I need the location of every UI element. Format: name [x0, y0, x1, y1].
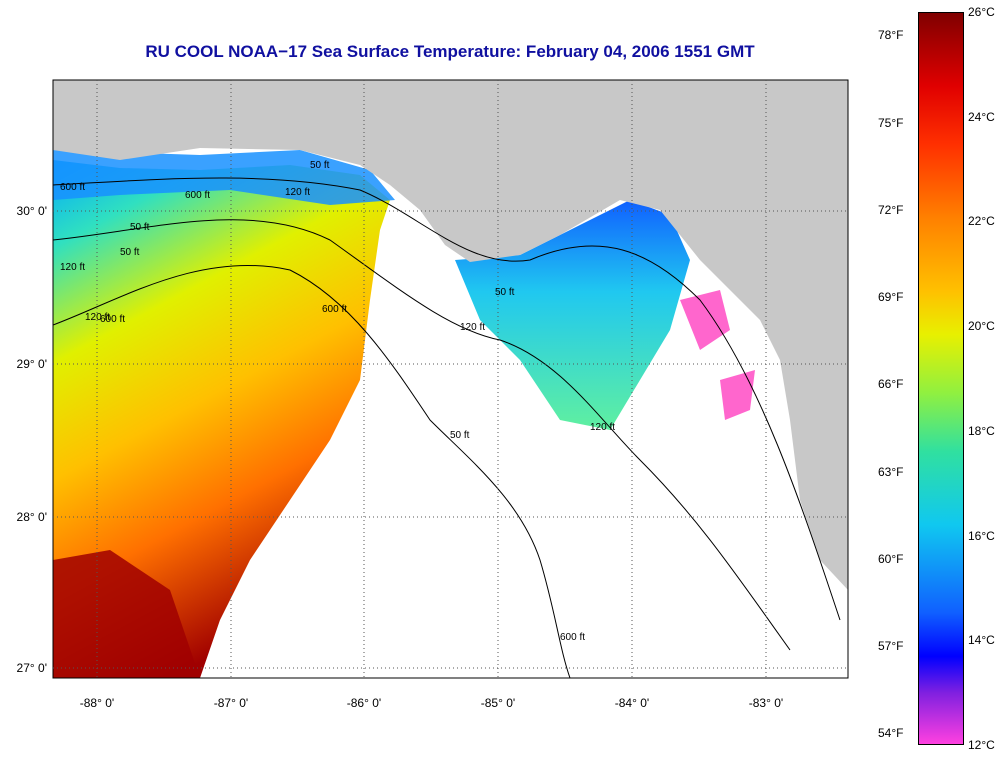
latitude-label: 30° 0': [17, 204, 47, 218]
contour-120ft: [53, 219, 791, 651]
latitude-label: 29° 0': [17, 357, 47, 371]
contour-label: 600 ft: [322, 304, 347, 315]
celsius-label: 22°C: [968, 214, 995, 229]
cold-patch: [720, 370, 755, 420]
contour-label: 120 ft: [590, 422, 615, 433]
contour-label: 50 ft: [450, 430, 470, 441]
fahrenheit-label: 60°F: [878, 551, 904, 566]
celsius-label: 20°C: [968, 319, 995, 334]
celsius-label: 26°C: [968, 5, 995, 19]
fahrenheit-label: 69°F: [878, 290, 904, 305]
contour-label: 120 ft: [85, 312, 110, 323]
fahrenheit-label: 54°F: [878, 726, 904, 741]
celsius-label: 12°C: [968, 738, 995, 752]
longitude-label: -87° 0': [214, 696, 248, 710]
fahrenheit-label: 78°F: [878, 28, 904, 43]
fahrenheit-label: 63°F: [878, 464, 904, 479]
celsius-label: 18°C: [968, 423, 995, 438]
contour-label: 50 ft: [130, 222, 150, 233]
longitude-label: -85° 0': [481, 696, 515, 710]
map-frame: [52, 79, 849, 679]
fahrenheit-label: 72°F: [878, 202, 904, 217]
celsius-label: 14°C: [968, 633, 995, 648]
sea-warm-core: [53, 550, 200, 678]
longitude-label: -88° 0': [80, 696, 114, 710]
contour-label: 600 ft: [100, 314, 125, 325]
contour-label: 50 ft: [120, 247, 140, 258]
contour-label: 120 ft: [60, 262, 85, 273]
longitude-label: -84° 0': [615, 696, 649, 710]
contour-label: 120 ft: [460, 322, 485, 333]
fahrenheit-label: 75°F: [878, 115, 904, 130]
cold-patch: [680, 290, 730, 350]
longitude-label: -86° 0': [347, 696, 381, 710]
contour-label: 600 ft: [560, 632, 585, 643]
contour-label: 120 ft: [285, 187, 310, 198]
contour-600ft: [53, 264, 571, 678]
longitude-label: -83° 0': [749, 696, 783, 710]
contour-label: 50 ft: [495, 287, 515, 298]
fahrenheit-label: 66°F: [878, 377, 904, 392]
graticule: [53, 80, 848, 678]
map-title: RU COOL NOAA−17 Sea Surface Temperature:…: [145, 42, 755, 61]
contour-50ft: [53, 177, 841, 621]
celsius-label: 16°C: [968, 528, 995, 543]
latitude-label: 28° 0': [17, 510, 47, 524]
contour-label: 600 ft: [185, 190, 210, 201]
sea-region-east: [455, 200, 690, 430]
contour-label: 50 ft: [310, 160, 330, 171]
fahrenheit-label: 57°F: [878, 639, 904, 654]
celsius-label: 24°C: [968, 109, 995, 124]
contour-label: 600 ft: [60, 182, 85, 193]
land-coast: [53, 80, 848, 590]
latitude-label: 27° 0': [17, 661, 47, 675]
sea-coastal-blue: [53, 150, 395, 205]
colorbar: [918, 12, 964, 745]
